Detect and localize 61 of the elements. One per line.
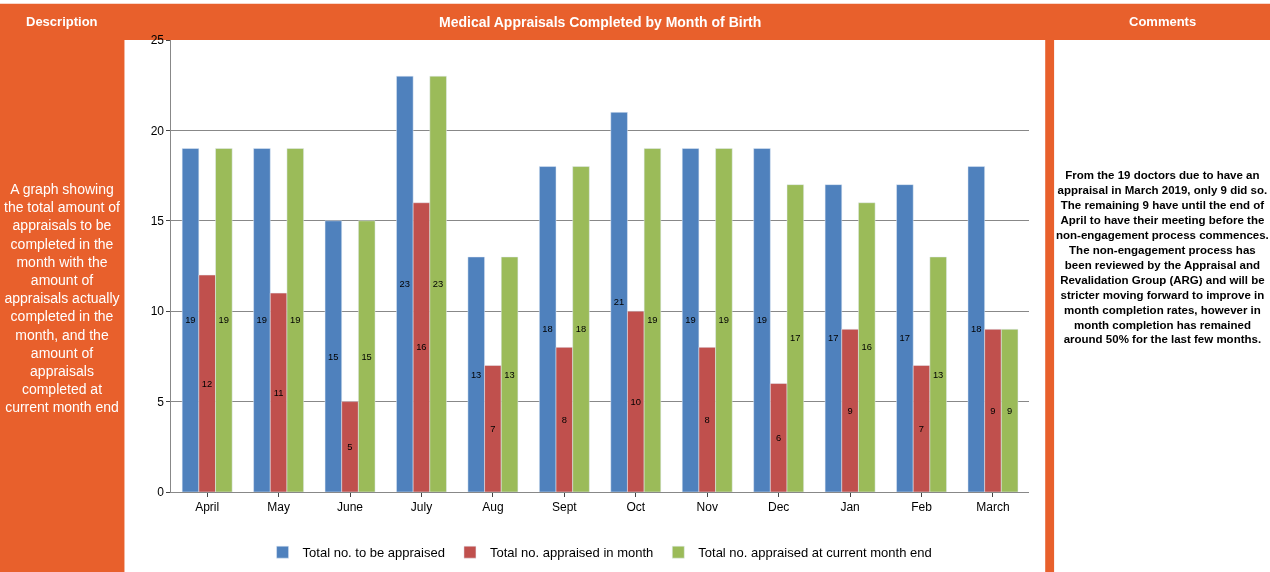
data-label: 19 <box>218 315 229 326</box>
data-label: 17 <box>899 333 910 344</box>
y-tick-label: 0 <box>157 485 165 500</box>
y-tick-label: 20 <box>150 123 165 138</box>
legend-label: Total no. appraised at current month end <box>698 545 932 561</box>
x-tick-label: May <box>267 500 290 515</box>
x-tick-label: March <box>976 500 1010 515</box>
y-tick-label: 15 <box>150 214 165 228</box>
text: Comments <box>1129 14 1197 29</box>
data-label: 8 <box>704 414 710 425</box>
data-label: 15 <box>328 351 339 362</box>
data-label: 19 <box>718 315 729 326</box>
data-label: 13 <box>504 369 515 380</box>
x-tick-label: Nov <box>696 500 718 515</box>
data-label: 23 <box>399 279 410 290</box>
data-label: 18 <box>575 324 587 335</box>
chart-title: Medical Appraisals Completed by Month of Birth <box>439 14 762 30</box>
x-tick-label: July <box>410 500 433 515</box>
data-label: 17 <box>790 333 801 344</box>
x-tick-label: Jan <box>840 500 860 515</box>
legend-label: Total no. to be appraised <box>302 545 445 561</box>
x-tick-label: April <box>195 500 220 515</box>
data-label: 19 <box>256 315 268 326</box>
text: From the 19 doctors due to have an appraisal in March 2019, only 9 did so. The remaining 9 have until the end of April to have their meeting before the non-engagement process commences. The non-engagement process has been reviewed by the Appraisal and Revalidation Group (ARG) and will be stricter moving forward to improve in month completion rates, however in month completion has remained around 50% for the last few months. <box>1056 169 1269 346</box>
data-label: 5 <box>347 441 353 452</box>
y-tick-label: 5 <box>157 394 165 409</box>
data-label: 19 <box>185 315 196 326</box>
data-label: 8 <box>561 414 567 425</box>
y-tick-label: 10 <box>150 304 165 319</box>
data-label: 13 <box>932 369 944 380</box>
x-tick-label: Dec <box>768 500 790 515</box>
data-label: 16 <box>416 342 427 353</box>
x-tick-label: Sept <box>552 500 578 515</box>
data-label: 17 <box>828 333 839 344</box>
data-label: 18 <box>542 324 553 335</box>
data-label: 7 <box>918 423 925 434</box>
data-label: 15 <box>361 351 372 362</box>
x-tick-label: Feb <box>911 500 933 515</box>
data-label: 19 <box>756 315 768 326</box>
data-label: 12 <box>201 378 213 389</box>
data-label: 16 <box>861 342 872 353</box>
data-label: 13 <box>470 369 482 380</box>
x-tick-label: Aug <box>482 500 504 515</box>
data-label: 9 <box>847 405 853 416</box>
data-label: 21 <box>613 297 625 308</box>
data-label: 18 <box>970 324 982 335</box>
data-label: 7 <box>490 423 496 434</box>
data-label: 9 <box>1006 405 1013 416</box>
data-label: 19 <box>647 315 658 326</box>
x-tick-label: June <box>337 500 364 515</box>
data-label: 10 <box>630 396 641 407</box>
data-label: 23 <box>432 279 444 290</box>
legend-label: Total no. appraised in month <box>489 545 654 561</box>
data-label: 19 <box>685 315 696 326</box>
data-label: 19 <box>289 315 301 326</box>
data-label: 11 <box>273 387 284 398</box>
text: Description <box>26 14 98 29</box>
data-label: 9 <box>990 405 996 416</box>
x-tick-label: Oct <box>626 500 646 515</box>
data-label: 6 <box>775 432 782 443</box>
text: A graph showing the total amount of appraisals to be completed in the month with the amount of appraisals actually completed in the month, and the amount of appraisals completed at current month end <box>4 181 120 416</box>
